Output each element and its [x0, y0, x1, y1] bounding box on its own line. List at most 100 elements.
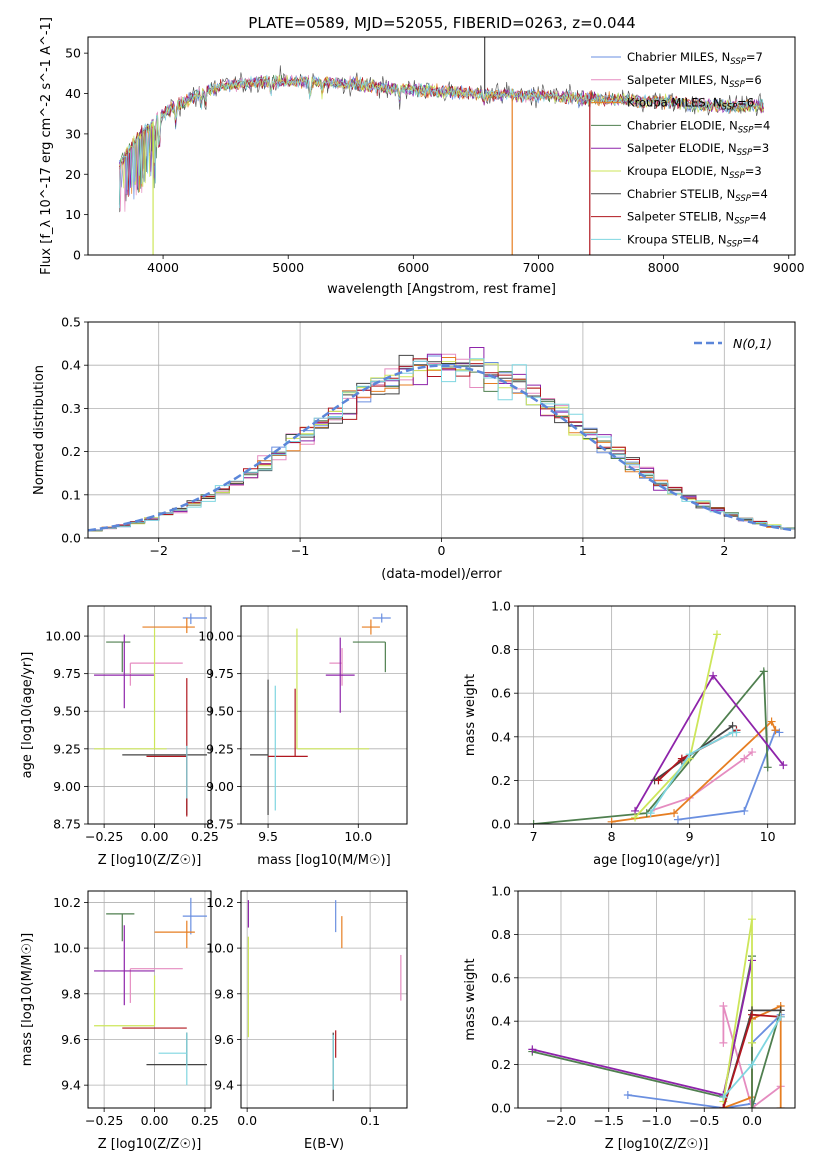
x-axis-label: E(B-V)	[304, 1137, 344, 1152]
x-tick-label: −2	[149, 543, 167, 558]
y-axis-label: Flux [f_λ 10^-17 erg cm^-2 s^-1 A^-1]	[39, 17, 54, 275]
series-marker-red	[654, 776, 663, 785]
y-tick-label: 0.3	[61, 401, 81, 416]
x-axis-label: Z [log10(Z/Z☉)]	[98, 853, 202, 868]
series-line-pink	[650, 751, 753, 812]
y-tick-label: 9.75	[206, 666, 234, 681]
y-axis-label: Normed distribution	[32, 365, 47, 495]
x-axis-label: Z [log10(Z/Z☉)]	[605, 1137, 709, 1152]
y-tick-label: 9.00	[53, 779, 81, 794]
series-marker-purple	[779, 761, 788, 770]
plot-area	[528, 915, 785, 1108]
series-line-blue	[677, 729, 780, 821]
legend-label: N(0,1)	[733, 336, 772, 351]
y-tick-label: 20	[65, 167, 81, 182]
y-tick-label: 10	[65, 207, 81, 222]
y-tick-label: 9.25	[53, 741, 81, 756]
legend-label: Chabrier MILES, NSSP=7	[627, 50, 763, 67]
legend-label: Kroupa ELODIE, NSSP=3	[627, 164, 762, 181]
axes-frame	[87, 890, 212, 1109]
x-axis-label: wavelength [Angstrom, rest frame]	[327, 282, 556, 297]
x-tick-label: 2	[720, 543, 728, 558]
series-marker-blue	[673, 815, 682, 824]
legend: Chabrier MILES, NSSP=7 Salpeter MILES, NS…	[591, 50, 770, 249]
x-axis-label: age [log10(age/yr)]	[593, 853, 720, 868]
x-tick-label: 7000	[523, 260, 555, 275]
y-tick-label: 9.4	[214, 1078, 234, 1093]
series-marker-darkgreen	[763, 763, 772, 772]
chart-mass-vs-EBV: 0.0 0.1 9.4 9.6 9.8 10.0 10.2 E(B-V)	[206, 890, 408, 1152]
histogram-darkgray	[88, 354, 795, 532]
figure-title: PLATE=0589, MJD=52055, FIBERID=0263, z=0…	[248, 14, 635, 32]
y-tick-label: 9.6	[214, 1032, 234, 1047]
x-tick-label: −2.0	[546, 1113, 576, 1128]
x-tick-label: 0.1	[360, 1113, 380, 1128]
axes-frame	[87, 605, 212, 825]
y-tick-label: 9.8	[214, 986, 234, 1001]
y-tick-label: 0.0	[491, 817, 511, 832]
x-tick-label: 0.0	[237, 1113, 257, 1128]
y-tick-label: 9.6	[61, 1032, 81, 1047]
x-axis-label: (data-model)/error	[381, 567, 502, 582]
series-marker-orange	[607, 817, 616, 824]
x-tick-label: 9	[686, 829, 694, 844]
series-marker-cyan	[748, 1060, 757, 1069]
y-tick-label: 10.2	[53, 895, 81, 910]
spectrum-line-cyan	[118, 74, 764, 209]
axes-frame	[240, 605, 408, 825]
series-marker-cyan	[646, 809, 655, 818]
y-tick-label: 9.4	[61, 1078, 81, 1093]
x-tick-label: 4000	[147, 260, 179, 275]
series-marker-cyan	[776, 1012, 785, 1021]
y-axis-label: age [log10(age/yr)]	[20, 652, 35, 779]
chart-spectrum: 4000 5000 6000 7000 8000 9000 0 10 20 30 40 50 wavel…	[39, 17, 805, 297]
y-tick-label: 0.4	[491, 1014, 511, 1029]
series-marker-red	[748, 1010, 757, 1019]
x-tick-label: −1	[291, 543, 309, 558]
y-tick-label: 40	[65, 86, 81, 101]
series-marker-orange	[670, 809, 679, 818]
y-tick-label: 10.0	[53, 941, 81, 956]
x-tick-label: −0.25	[85, 1113, 123, 1128]
y-tick-label: 8.75	[206, 817, 234, 832]
y-tick-label: 0.2	[491, 773, 511, 788]
series-marker-cyan	[685, 750, 694, 759]
series-marker-pink	[748, 748, 757, 757]
plot-area	[250, 613, 391, 815]
legend-label: Salpeter STELIB, NSSP=4	[627, 210, 767, 227]
x-tick-label: 0.25	[191, 1113, 219, 1128]
chart-weight-vs-Z: −2.0 −1.5 −1.0 −0.5 0.0 0.0 0.2 0.4 0.6 0.8 1.0 Z […	[463, 884, 796, 1152]
x-tick-label: −0.25	[85, 829, 123, 844]
series-marker-blue	[623, 1090, 632, 1099]
x-tick-label: 8	[608, 829, 616, 844]
series-marker-orange	[771, 726, 780, 735]
y-tick-label: 0.2	[491, 1057, 511, 1072]
series-marker-lime	[748, 915, 757, 924]
y-tick-label: 0.8	[491, 927, 511, 942]
axes-frame	[87, 36, 796, 256]
plot-area	[247, 900, 402, 1102]
y-tick-label: 0	[73, 248, 81, 263]
series-marker-purple	[528, 1045, 537, 1054]
chart-age-vs-Z: −0.25 0.00 0.25 8.75 9.00 9.25 9.50 9.75 10.00 Z …	[20, 605, 219, 868]
y-tick-label: 0.8	[491, 642, 511, 657]
series-line-orange	[611, 719, 777, 823]
x-tick-label: 10.0	[344, 829, 372, 844]
plot-area	[118, 37, 764, 255]
x-tick-label: −0.5	[689, 1113, 719, 1128]
legend-label: Salpeter MILES, NSSP=6	[627, 73, 762, 90]
y-tick-label: 0.5	[61, 315, 81, 330]
y-tick-label: 10.0	[206, 941, 234, 956]
series-marker-orange	[767, 717, 776, 726]
series-marker-lime	[748, 1038, 757, 1047]
series-marker-lime	[631, 813, 640, 822]
series-marker-purple	[709, 671, 718, 680]
series-marker-darkgreen	[759, 667, 768, 676]
y-tick-label: 0.6	[491, 686, 511, 701]
legend-label: Salpeter ELODIE, NSSP=3	[627, 141, 769, 158]
x-tick-label: 0.25	[191, 829, 219, 844]
plot-area	[88, 347, 795, 532]
chart-residuals: −2 −1 0 1 2 0.0 0.1 0.2 0.3 0.4 0.5 (data-model)/er…	[32, 315, 796, 582]
y-tick-label: 1.0	[491, 884, 511, 899]
